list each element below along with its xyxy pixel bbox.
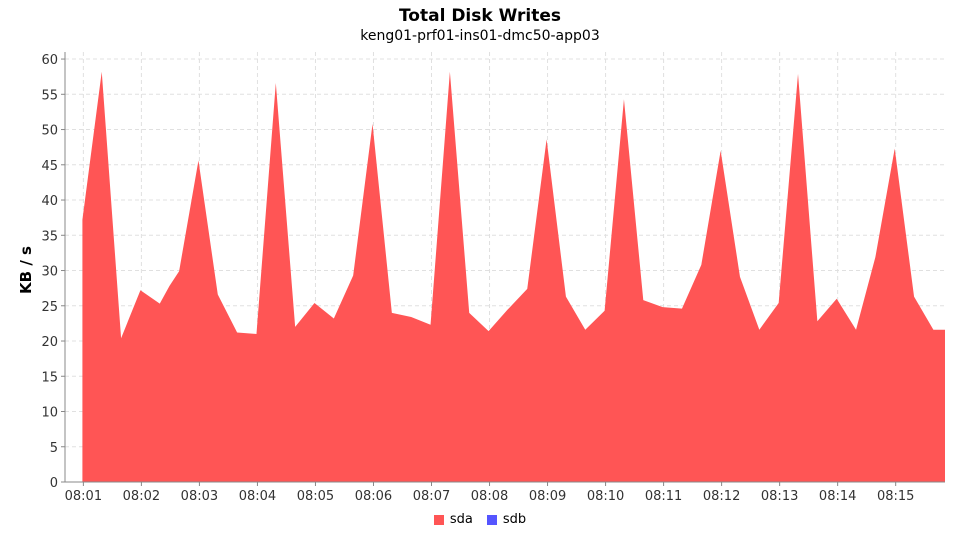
y-tick-label: 35 [41, 229, 58, 244]
y-axis-label: KB / s [17, 246, 35, 294]
axes: 0 5 10 15 20 25 30 35 40 45 50 55 60 08:01 08:02 08:03 0… [41, 52, 945, 504]
x-tick-label: 08:11 [645, 489, 682, 504]
y-tick-label: 25 [41, 300, 58, 315]
x-tick-label: 08:05 [297, 489, 334, 504]
x-tick-label: 08:02 [123, 489, 160, 504]
x-tick-label: 08:14 [819, 489, 856, 504]
y-tick-label: 45 [41, 159, 58, 174]
legend-label: sda [449, 512, 473, 527]
legend-item-sdb: sdb [486, 512, 527, 527]
x-tick-label: 08:08 [471, 489, 508, 504]
x-tick-label: 08:12 [703, 489, 740, 504]
y-tick-label: 55 [41, 88, 58, 103]
x-tick-label: 08:06 [355, 489, 392, 504]
x-tick-label: 08:01 [65, 489, 102, 504]
y-tick-label: 60 [41, 53, 58, 68]
x-tick-label: 08:07 [413, 489, 450, 504]
y-tick-label: 40 [41, 194, 58, 209]
legend-swatch [486, 514, 497, 525]
x-tick-label: 08:10 [587, 489, 624, 504]
x-tick-label: 08:09 [529, 489, 566, 504]
y-tick-label: 30 [41, 265, 58, 280]
x-tick-label: 08:15 [877, 489, 914, 504]
chart-title: Total Disk Writes [398, 6, 562, 26]
x-tick-label: 08:13 [761, 489, 798, 504]
area-series-sda [82, 71, 945, 482]
legend-label: sdb [502, 512, 527, 527]
x-tick-label: 08:03 [181, 489, 218, 504]
y-tick-label: 10 [41, 406, 58, 421]
y-tick-label: 50 [41, 124, 58, 139]
series-layer [82, 71, 945, 482]
y-tick-label: 5 [50, 441, 58, 456]
y-tick-label: 0 [50, 476, 58, 491]
chart-subtitle: keng01-prf01-ins01-dmc50-app03 [360, 28, 600, 44]
legend: sda sdb [0, 512, 960, 527]
y-tick-label: 20 [41, 335, 58, 350]
legend-swatch [433, 514, 444, 525]
x-tick-label: 08:04 [239, 489, 276, 504]
y-tick-label: 15 [41, 370, 58, 385]
legend-item-sda: sda [433, 512, 473, 527]
